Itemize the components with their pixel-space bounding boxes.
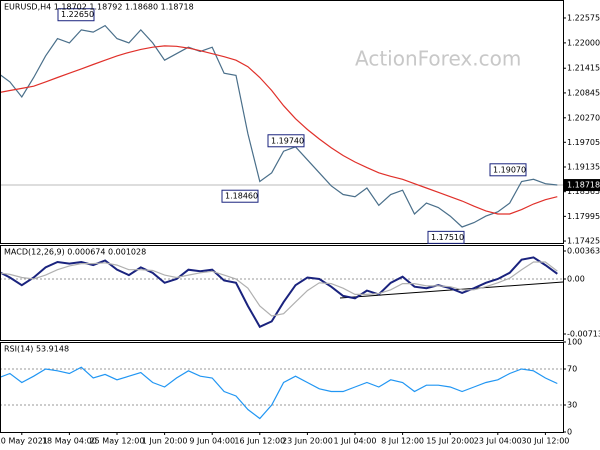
y-tick-label: 1.22575 — [567, 13, 600, 22]
y-tick-label: 1.19135 — [567, 162, 600, 171]
annotation-box — [427, 230, 465, 244]
trendline — [339, 281, 564, 299]
watermark: ActionForex.com — [355, 47, 521, 71]
y-tick-label: 0 — [567, 428, 572, 437]
x-tick-label: 23 Jun 20:00 — [282, 437, 333, 446]
series-line — [0, 261, 558, 317]
panel — [0, 366, 563, 420]
x-tick-label: 10 May 2021 — [0, 437, 48, 446]
panel — [0, 24, 563, 228]
last-price-label: 1.18718 — [567, 181, 600, 190]
x-tick-label: 15 Jul 20:00 — [426, 437, 474, 446]
series-line — [0, 24, 558, 228]
annotation-box — [489, 163, 527, 177]
y-tick-label: 1.20270 — [567, 113, 600, 122]
x-tick-label: 1 Jul 04:00 — [334, 437, 377, 446]
y-tick-label: 1.22000 — [567, 38, 600, 47]
y-tick-label: 0.00 — [567, 274, 585, 283]
annotation-box — [57, 8, 95, 22]
y-tick-label: 1.18565 — [567, 187, 600, 196]
annotation-label: 1.18460 — [225, 192, 258, 201]
x-tick-label: 1 Jun 20:00 — [142, 437, 188, 446]
panel — [0, 256, 563, 329]
panel-frame — [0, 245, 564, 341]
y-tick-label: 1.21415 — [567, 64, 600, 73]
x-tick-label: 16 Jun 12:00 — [234, 437, 285, 446]
panel-title: MACD(12,26,9) 0.000674 0.001028 — [4, 248, 146, 257]
panel-frame — [0, 0, 564, 244]
y-tick-label: 1.17995 — [567, 212, 600, 221]
y-tick-label: 0.003633 — [567, 247, 600, 256]
x-tick-label: 9 Jun 04:00 — [189, 437, 235, 446]
y-tick-label: 30 — [567, 401, 577, 410]
series-line — [0, 256, 558, 329]
x-tick-label: 30 Jul 12:00 — [521, 437, 569, 446]
y-tick-label: 70 — [567, 365, 577, 374]
annotation-box — [221, 189, 259, 203]
annotation-label: 1.19740 — [271, 136, 304, 145]
x-tick-label: 8 Jul 12:00 — [381, 437, 424, 446]
annotation-box — [267, 134, 305, 148]
series-line — [0, 366, 558, 420]
y-tick-label: 100 — [567, 338, 582, 347]
annotation-label: 1.19070 — [493, 165, 526, 174]
last-price-tag — [564, 179, 600, 192]
x-tick-label: 18 May 04:00 — [42, 437, 97, 446]
y-tick-label: -0.007139 — [567, 329, 600, 338]
annotation-label: 1.22650 — [61, 10, 94, 19]
panel-title: EURUSD,H4 1.18702 1.18792 1.18680 1.1871… — [4, 3, 194, 12]
x-tick-label: 23 Jul 04:00 — [474, 437, 522, 446]
y-tick-label: 1.20845 — [567, 88, 600, 97]
series-line — [0, 45, 558, 215]
panel-title: RSI(14) 53.9148 — [4, 345, 69, 354]
x-tick-label: 25 May 12:00 — [90, 437, 145, 446]
y-tick-label: 1.19705 — [567, 138, 600, 147]
panel-frame — [0, 342, 564, 433]
annotation-label: 1.17510 — [431, 233, 464, 242]
y-tick-label: 1.17425 — [567, 237, 600, 246]
